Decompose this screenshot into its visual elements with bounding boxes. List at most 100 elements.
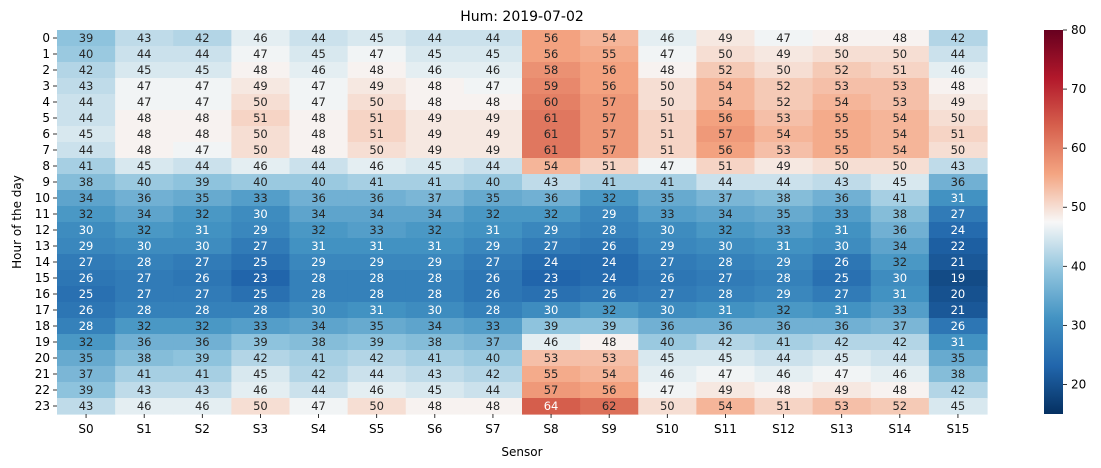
cell-value-label: 28 xyxy=(311,271,326,285)
heatmap-cell xyxy=(580,78,639,95)
heatmap-cell xyxy=(115,30,174,47)
cell-value-label: 51 xyxy=(776,399,791,413)
x-tick-label: S4 xyxy=(311,422,326,436)
heatmap-cell xyxy=(812,222,872,239)
cell-value-label: 53 xyxy=(834,79,849,93)
heatmap-cell xyxy=(347,222,407,239)
cell-value-label: 40 xyxy=(486,175,501,189)
heatmap-cell xyxy=(928,62,988,79)
heatmap-cell xyxy=(173,382,232,399)
cell-value-label: 30 xyxy=(79,223,94,237)
cell-value-label: 42 xyxy=(195,31,210,45)
heatmap-cell xyxy=(522,238,581,255)
heatmap-cell xyxy=(928,334,988,351)
heatmap-cell xyxy=(638,174,697,191)
cell-value-label: 46 xyxy=(369,383,384,397)
heatmap-cell xyxy=(173,302,232,319)
cell-value-label: 47 xyxy=(369,47,384,61)
heatmap-cell xyxy=(173,350,232,367)
cell-value-label: 46 xyxy=(253,159,268,173)
cell-value-label: 50 xyxy=(253,95,268,109)
heatmap-cell xyxy=(812,238,872,255)
y-tick-label: 17 xyxy=(35,303,50,317)
heatmap-cell xyxy=(463,62,523,79)
y-tick-label: 19 xyxy=(35,335,50,349)
heatmap-cell xyxy=(754,270,814,287)
cell-value-label: 50 xyxy=(951,143,966,157)
cell-value-label: 61 xyxy=(544,127,559,141)
heatmap-cell xyxy=(173,366,232,383)
cell-value-label: 50 xyxy=(951,111,966,125)
y-tick-label: 8 xyxy=(42,159,50,173)
cell-value-label: 33 xyxy=(660,207,675,221)
heatmap-cell xyxy=(405,238,465,255)
heatmap-cell xyxy=(57,398,116,415)
cell-value-label: 57 xyxy=(602,111,617,125)
heatmap-cell xyxy=(580,334,639,351)
heatmap-cell xyxy=(347,206,407,223)
heatmap-cell xyxy=(463,398,523,415)
cell-value-label: 55 xyxy=(834,143,849,157)
cell-value-label: 45 xyxy=(137,63,152,77)
heatmap-cell xyxy=(638,270,697,287)
heatmap-cell xyxy=(522,78,581,95)
cell-value-label: 32 xyxy=(602,191,617,205)
y-tick-label: 12 xyxy=(35,223,50,237)
heatmap-cell xyxy=(522,174,581,191)
cell-value-label: 44 xyxy=(486,383,501,397)
cell-value-label: 26 xyxy=(79,303,94,317)
colorbar-tick-label: 70 xyxy=(1071,82,1086,96)
heatmap-cell xyxy=(173,46,232,63)
cell-value-label: 49 xyxy=(486,143,501,157)
heatmap-cell xyxy=(754,94,814,111)
cell-value-label: 27 xyxy=(253,239,268,253)
heatmap-cell xyxy=(870,318,930,335)
cell-value-label: 40 xyxy=(486,351,501,365)
heatmap-cell xyxy=(522,270,581,287)
colorbar-tick-label: 50 xyxy=(1071,200,1086,214)
heatmap-cell xyxy=(870,302,930,319)
heatmap-cell xyxy=(173,142,232,159)
heatmap-cell xyxy=(463,286,523,303)
heatmap-cell xyxy=(754,254,814,271)
cell-value-label: 48 xyxy=(602,335,617,349)
heatmap-cell xyxy=(463,206,523,223)
cell-value-label: 57 xyxy=(718,127,733,141)
heatmap-cell xyxy=(928,158,988,175)
cell-value-label: 46 xyxy=(660,367,675,381)
heatmap-cell xyxy=(289,174,349,191)
cell-value-label: 48 xyxy=(427,79,442,93)
cell-value-label: 26 xyxy=(486,271,501,285)
heatmap-cell xyxy=(870,62,930,79)
heatmap-cell xyxy=(57,190,116,207)
heatmap-cell xyxy=(57,110,116,127)
cell-value-label: 51 xyxy=(369,111,384,125)
x-tick-label: S2 xyxy=(195,422,210,436)
heatmap-cell xyxy=(231,94,291,111)
cell-value-label: 40 xyxy=(311,175,326,189)
cell-value-label: 30 xyxy=(660,303,675,317)
heatmap-cell xyxy=(580,126,639,143)
heatmap-cell xyxy=(522,382,581,399)
heatmap-cell xyxy=(696,270,756,287)
heatmap-cell xyxy=(754,238,814,255)
heatmap-cell xyxy=(231,78,291,95)
heatmap-cell xyxy=(57,270,116,287)
heatmap-cell xyxy=(173,206,232,223)
y-tick-label: 4 xyxy=(42,95,50,109)
heatmap-cell xyxy=(405,286,465,303)
heatmap-cell xyxy=(928,142,988,159)
cell-value-label: 31 xyxy=(834,223,849,237)
cell-value-label: 26 xyxy=(602,239,617,253)
cell-value-label: 28 xyxy=(195,303,210,317)
heatmap-cell xyxy=(928,174,988,191)
cell-value-label: 45 xyxy=(137,159,152,173)
heatmap-cell xyxy=(173,62,232,79)
cell-value-label: 48 xyxy=(427,399,442,413)
cell-value-label: 31 xyxy=(369,303,384,317)
x-tick-label: S9 xyxy=(602,422,617,436)
heatmap-cell xyxy=(173,30,232,47)
cell-value-label: 34 xyxy=(311,207,326,221)
heatmap-cell xyxy=(289,238,349,255)
cell-value-label: 34 xyxy=(892,239,907,253)
